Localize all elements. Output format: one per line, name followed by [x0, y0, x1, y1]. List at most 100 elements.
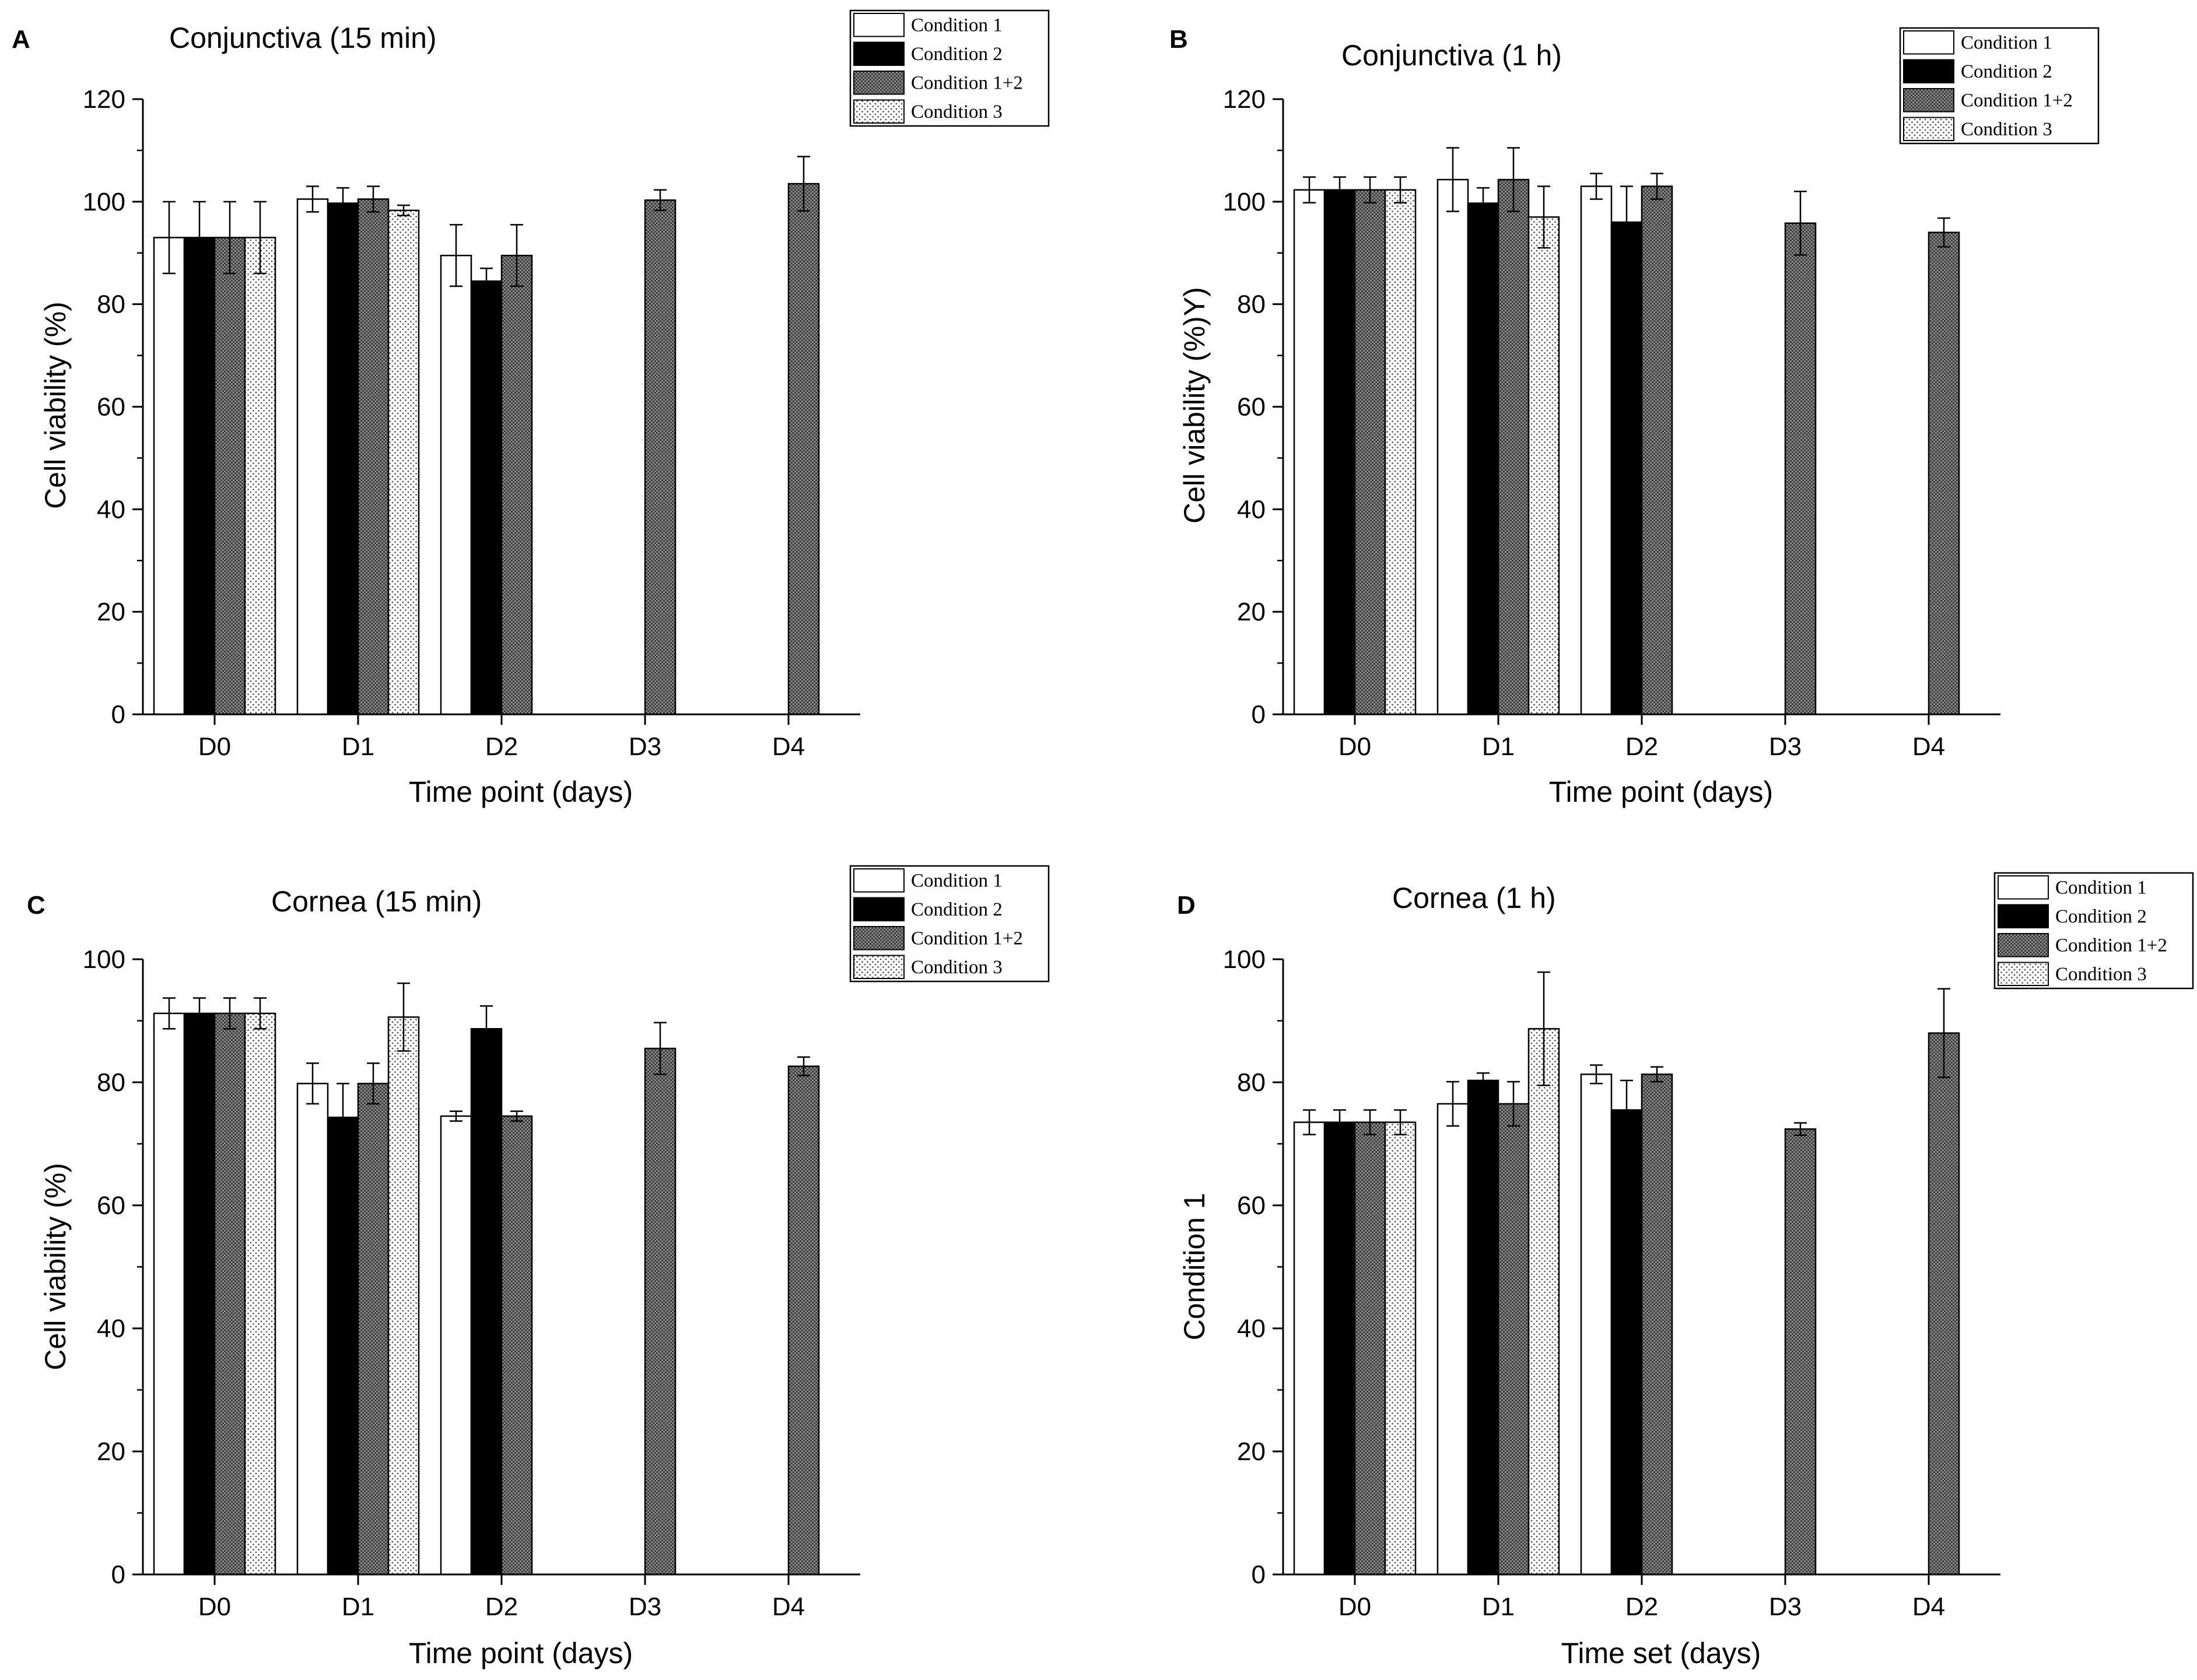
y-tick-label: 60	[97, 1191, 125, 1220]
bar	[500, 254, 533, 716]
legend-label: Condition 3	[911, 957, 1003, 978]
y-tick-label: 20	[97, 598, 125, 626]
x-tick-label: D0	[1338, 1593, 1371, 1621]
bar	[327, 202, 359, 716]
x-tick-label: D1	[1482, 732, 1515, 761]
x-tick-label: D0	[198, 732, 231, 761]
bar	[1323, 1121, 1356, 1576]
legend: Condition 1 Condition 2 Condition 1+2 Condi…	[1993, 872, 2194, 990]
legend-label: Condition 3	[2055, 964, 2147, 985]
y-tick-label: 100	[1223, 188, 1266, 216]
bar	[1354, 1121, 1386, 1576]
x-axis-label: Time point (days)	[409, 1637, 633, 1670]
y-tick-label: 0	[1252, 1560, 1266, 1589]
x-axis-label: Time point (days)	[409, 776, 633, 808]
panel-label: D	[1177, 891, 1196, 920]
legend: Condition 1 Condition 2 Condition 1+2 Condi…	[1899, 27, 2100, 145]
bar	[787, 183, 820, 716]
legend-label: Condition 2	[2055, 906, 2147, 927]
x-tick-label: D4	[772, 1593, 805, 1621]
x-tick-label: D3	[1769, 732, 1802, 761]
bar	[500, 1115, 533, 1576]
panel-a: A Conjunctiva (15 min) Time point (days)…	[12, 9, 1050, 808]
x-tick-label: D4	[1912, 1593, 1945, 1621]
legend-label: Condition 1+2	[911, 73, 1023, 94]
bar	[153, 1012, 185, 1576]
bar	[1641, 1074, 1673, 1576]
bar	[1527, 1027, 1560, 1576]
bar	[644, 199, 677, 716]
bar	[440, 1115, 472, 1576]
bar	[1384, 189, 1417, 716]
bar	[1467, 202, 1499, 716]
legend-swatch	[853, 13, 905, 37]
y-tick-label: 0	[1252, 700, 1266, 729]
legend-label: Condition 2	[911, 44, 1003, 65]
y-axis-label: Cell viability (%)	[39, 1163, 72, 1370]
legend-swatch	[1903, 59, 1954, 83]
legend-label: Condition 1	[1961, 33, 2052, 54]
legend-label: Condition 1	[911, 15, 1003, 36]
bar	[1610, 1109, 1643, 1576]
panel-c: C Cornea (15 min) Time point (days) Cell…	[27, 865, 1050, 1670]
legend-swatch	[853, 41, 905, 66]
y-tick-label: 100	[83, 188, 125, 216]
legend-label: Condition 1	[911, 871, 1003, 892]
bar	[153, 237, 185, 716]
panel-label: A	[12, 25, 30, 54]
bar	[644, 1047, 677, 1576]
bar	[1497, 1103, 1530, 1576]
bar	[440, 254, 472, 716]
bar	[1527, 216, 1560, 716]
x-axis-label: Time set (days)	[1561, 1637, 1761, 1670]
legend-swatch	[853, 71, 905, 95]
bar	[1384, 1121, 1417, 1576]
y-axis-label: Cell viability (%)Y)	[1178, 287, 1211, 524]
x-tick-label: D1	[342, 732, 374, 761]
bar	[1436, 1103, 1469, 1576]
bar	[296, 1082, 329, 1576]
y-tick-label: 0	[111, 700, 125, 729]
y-tick-label: 60	[1237, 1191, 1266, 1220]
legend-swatch	[1903, 30, 1954, 55]
legend-label: Condition 1+2	[1961, 90, 2073, 111]
y-tick-label: 40	[97, 495, 125, 524]
panel-label: B	[1169, 25, 1188, 54]
bar	[470, 280, 503, 716]
legend-swatch	[1998, 933, 2049, 958]
y-axis-label: Condition 1	[1178, 1193, 1211, 1341]
bar	[1928, 1032, 1960, 1576]
legend: Condition 1 Condition 2 Condition 1+2 Condi…	[849, 9, 1050, 127]
legend-swatch	[1903, 88, 1954, 113]
x-tick-label: D2	[1625, 1593, 1658, 1621]
bar	[1784, 1128, 1817, 1576]
legend-swatch	[853, 955, 905, 979]
panel-d: D Cornea (1 h) Time set (days) Condition…	[1177, 872, 2194, 1670]
bar	[1610, 221, 1643, 716]
bar	[213, 237, 246, 716]
legend-swatch	[1903, 117, 1954, 141]
legend-swatch	[1998, 875, 2049, 900]
x-tick-label: D3	[629, 1593, 661, 1621]
bar	[357, 198, 390, 716]
bar	[1467, 1079, 1499, 1576]
y-tick-label: 80	[97, 290, 125, 319]
bar	[183, 237, 216, 716]
y-tick-label: 80	[1237, 1068, 1266, 1097]
legend-label: Condition 2	[911, 899, 1003, 920]
x-tick-label: D1	[1482, 1593, 1515, 1621]
legend-swatch	[853, 926, 905, 951]
x-tick-label: D1	[342, 1593, 374, 1621]
bar	[1293, 189, 1326, 716]
bar	[1354, 189, 1386, 716]
bar	[470, 1027, 503, 1576]
plot-area: D0 D1 D2 D3 D4 0 20 40 60 80 100 120	[1223, 85, 2000, 761]
x-tick-label: D3	[1769, 1593, 1802, 1621]
y-tick-label: 20	[1237, 1437, 1266, 1466]
y-tick-label: 60	[97, 393, 125, 422]
legend-label: Condition 1+2	[911, 928, 1023, 949]
bar	[213, 1012, 246, 1576]
bar	[244, 1012, 276, 1576]
legend-label: Condition 3	[911, 101, 1003, 122]
